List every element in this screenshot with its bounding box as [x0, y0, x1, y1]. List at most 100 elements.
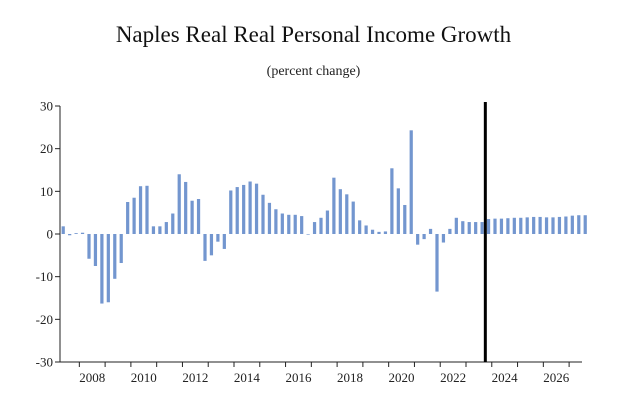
y-tick-label: 10 [40, 184, 53, 199]
bar [196, 199, 201, 234]
bar [222, 234, 226, 249]
bar [325, 210, 330, 234]
bar [293, 214, 297, 234]
bar [506, 218, 510, 234]
axes-group [55, 102, 582, 367]
bar [132, 197, 136, 234]
bar [190, 200, 194, 234]
bar [583, 215, 587, 234]
bar [235, 187, 239, 234]
bar [93, 234, 98, 266]
bar [416, 234, 420, 245]
chart-title: Naples Real Real Personal Income Growth [115, 22, 512, 47]
bar [544, 217, 549, 234]
y-tick-label: 30 [40, 99, 53, 114]
bar [532, 216, 536, 234]
x-tick-label: 2022 [440, 370, 466, 385]
bar [474, 222, 478, 234]
bar [557, 216, 562, 234]
bar [106, 234, 110, 303]
bar [454, 217, 458, 234]
bar [242, 184, 246, 234]
bar [87, 234, 91, 259]
bar [171, 213, 175, 234]
bar [358, 220, 362, 234]
bar [177, 174, 181, 234]
bar [203, 234, 207, 261]
bar [390, 168, 394, 234]
bar [422, 234, 426, 240]
bar [319, 217, 323, 234]
bar [68, 234, 72, 236]
bar [332, 177, 336, 234]
x-tick-label: 2026 [543, 370, 570, 385]
bar [229, 190, 233, 234]
y-tick-label: -10 [36, 269, 53, 284]
bar [499, 218, 504, 234]
bar [74, 233, 78, 234]
bar [267, 202, 272, 234]
x-tick-label: 2024 [492, 370, 519, 385]
bar [306, 234, 310, 235]
bar [184, 181, 188, 234]
bar [158, 226, 162, 234]
bars-group [61, 130, 587, 304]
bar [467, 222, 471, 234]
bar [441, 234, 446, 243]
bar [248, 181, 252, 234]
bar [126, 202, 130, 234]
bar [254, 183, 259, 234]
bar [216, 234, 220, 242]
bar [209, 234, 214, 256]
bar [448, 228, 452, 234]
bar [409, 130, 413, 234]
bar [119, 234, 123, 264]
x-tick-label: 2008 [79, 370, 105, 385]
bar [383, 231, 388, 234]
bar [370, 229, 375, 234]
bar [100, 234, 104, 304]
bar [377, 231, 381, 234]
bar [577, 215, 581, 234]
bar [138, 186, 143, 234]
bar [525, 217, 529, 234]
bar [145, 185, 149, 234]
x-tick-label: 2018 [337, 370, 363, 385]
y-tick-label: -30 [36, 355, 53, 370]
bar [403, 204, 407, 234]
x-tick-label: 2012 [182, 370, 208, 385]
bar [300, 216, 304, 234]
chart-subtitle: (percent change) [266, 64, 361, 79]
bar [519, 217, 523, 234]
bar [287, 214, 291, 234]
x-tick-label: 2020 [389, 370, 415, 385]
bar [351, 201, 355, 234]
y-tick-label: 20 [40, 141, 53, 156]
bar [274, 209, 278, 234]
bar [538, 216, 542, 234]
bar [345, 194, 349, 234]
bar [151, 226, 156, 234]
bar [570, 215, 574, 234]
bar [338, 189, 342, 234]
bar [113, 234, 117, 279]
bar [261, 194, 265, 234]
bar [551, 217, 555, 234]
x-tick-label: 2010 [131, 370, 157, 385]
bar [512, 217, 516, 234]
bar [493, 218, 497, 234]
bar [564, 216, 568, 234]
x-tick-label: 2016 [285, 370, 312, 385]
bar [61, 226, 65, 234]
bar [364, 225, 368, 234]
y-tick-label: 0 [47, 227, 54, 242]
bar [480, 222, 484, 234]
y-tick-label: -20 [36, 312, 53, 327]
bar [461, 221, 465, 234]
bar [435, 234, 439, 292]
bar [428, 228, 433, 234]
bar [164, 222, 168, 234]
bar [312, 222, 317, 234]
